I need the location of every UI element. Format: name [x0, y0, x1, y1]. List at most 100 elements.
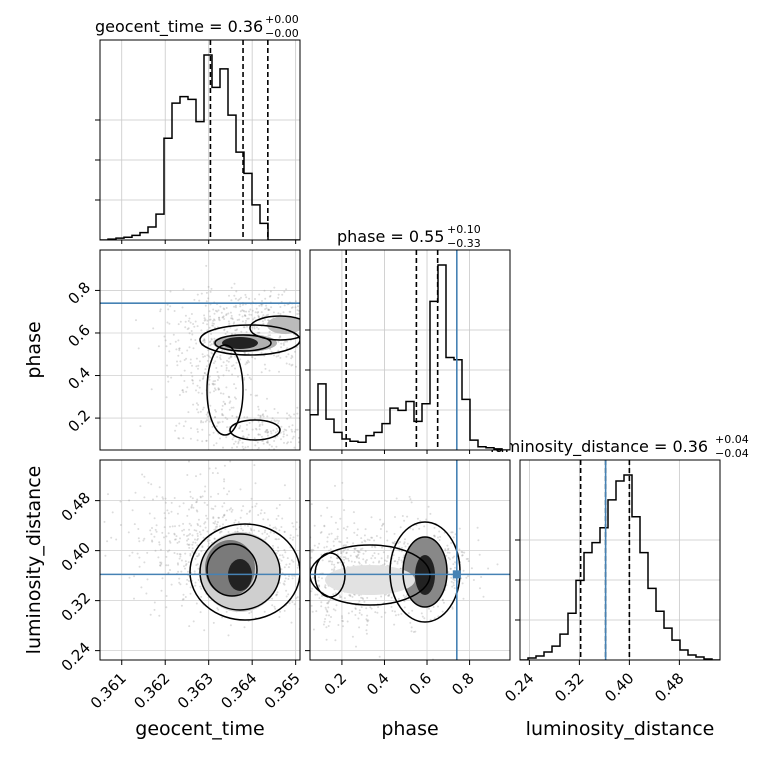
sample-point	[306, 464, 308, 466]
sample-point	[234, 519, 237, 522]
xtick-label-phase-1: 0.4	[363, 669, 393, 699]
sample-point	[266, 429, 269, 431]
sample-point	[383, 601, 385, 604]
sample-point	[397, 597, 400, 600]
sample-point	[217, 375, 220, 378]
sample-point	[149, 613, 152, 616]
sample-point	[312, 628, 315, 631]
sample-point	[458, 548, 461, 551]
sample-point	[462, 597, 465, 600]
sample-point	[212, 380, 215, 383]
sample-point	[349, 595, 352, 598]
sample-point	[283, 566, 286, 569]
sample-point	[410, 630, 413, 633]
sample-point	[301, 349, 303, 351]
sample-point	[180, 570, 183, 573]
sample-point	[291, 424, 294, 427]
sample-point	[285, 355, 288, 358]
sample-point	[228, 490, 230, 493]
sample-point	[268, 524, 271, 527]
sample-point	[305, 579, 307, 581]
sample-point	[245, 331, 248, 333]
sample-point	[153, 517, 156, 520]
sample-point	[225, 386, 228, 389]
sample-point	[362, 558, 365, 561]
sample-point	[478, 553, 481, 556]
sample-point	[196, 498, 199, 501]
sample-point	[230, 286, 233, 289]
sample-point	[278, 503, 281, 506]
sample-point	[318, 597, 321, 600]
sample-point	[409, 621, 412, 624]
sample-point	[272, 526, 275, 529]
sample-point	[446, 544, 449, 547]
sample-point	[196, 532, 199, 535]
sample-point	[195, 500, 198, 503]
sample-point	[174, 429, 177, 432]
sample-point	[365, 607, 368, 610]
sample-point	[257, 331, 260, 334]
sample-point	[220, 311, 223, 314]
sample-point	[227, 369, 230, 372]
sample-point	[155, 530, 158, 533]
sample-point	[425, 518, 428, 521]
sample-point	[160, 561, 163, 564]
sample-point	[352, 511, 355, 514]
sample-point	[167, 512, 170, 515]
sample-point	[194, 584, 197, 587]
sample-point	[234, 306, 237, 309]
sample-point	[273, 408, 276, 410]
sample-point	[282, 582, 285, 585]
sample-point	[248, 310, 250, 313]
sample-point	[284, 551, 287, 554]
ytick-label-luminosity_distance-1: 0.32	[58, 589, 94, 625]
xtick-label-geocent_time-3: 0.364	[217, 669, 260, 712]
sample-point	[401, 561, 404, 564]
sample-point	[106, 540, 109, 543]
sample-point	[167, 308, 170, 311]
sample-point	[399, 526, 402, 529]
sample-point	[191, 375, 194, 378]
sample-point	[260, 351, 263, 354]
sample-point	[181, 389, 184, 392]
sample-point	[279, 336, 282, 338]
sample-point	[203, 372, 206, 374]
sample-point	[200, 420, 203, 422]
hist-panel-phase	[310, 250, 510, 450]
sample-point	[461, 554, 464, 557]
sample-point	[306, 608, 308, 610]
title-geocent-time: geocent_time = 0.36	[95, 17, 263, 37]
sample-point	[233, 305, 236, 308]
sample-point	[189, 362, 192, 364]
sample-point	[205, 373, 208, 376]
sample-point	[245, 361, 248, 364]
sample-point	[194, 558, 197, 560]
sample-point	[235, 361, 238, 364]
sample-point	[304, 431, 306, 433]
sample-point	[209, 318, 212, 321]
sample-point	[131, 551, 134, 554]
sample-point	[404, 538, 406, 541]
sample-point	[274, 526, 277, 529]
sample-point	[292, 536, 295, 539]
sample-point	[403, 600, 406, 603]
sample-point	[258, 428, 261, 431]
sample-point	[115, 538, 118, 541]
sample-point	[465, 576, 468, 579]
sample-point	[381, 523, 384, 526]
sample-point	[364, 561, 367, 564]
sample-point	[407, 612, 410, 615]
sample-point	[266, 441, 269, 444]
sample-point	[269, 294, 272, 297]
sample-point	[244, 363, 247, 366]
sample-point	[283, 290, 286, 293]
sample-point	[217, 422, 220, 425]
sample-point	[365, 559, 368, 561]
sample-point	[180, 374, 183, 377]
contour-luminosity_distance-vs-geocent_time-b	[199, 533, 281, 611]
sample-point	[261, 300, 263, 302]
sample-point	[310, 549, 313, 552]
sample-point	[170, 510, 173, 513]
sample-point	[119, 500, 122, 503]
sample-point	[283, 549, 286, 551]
